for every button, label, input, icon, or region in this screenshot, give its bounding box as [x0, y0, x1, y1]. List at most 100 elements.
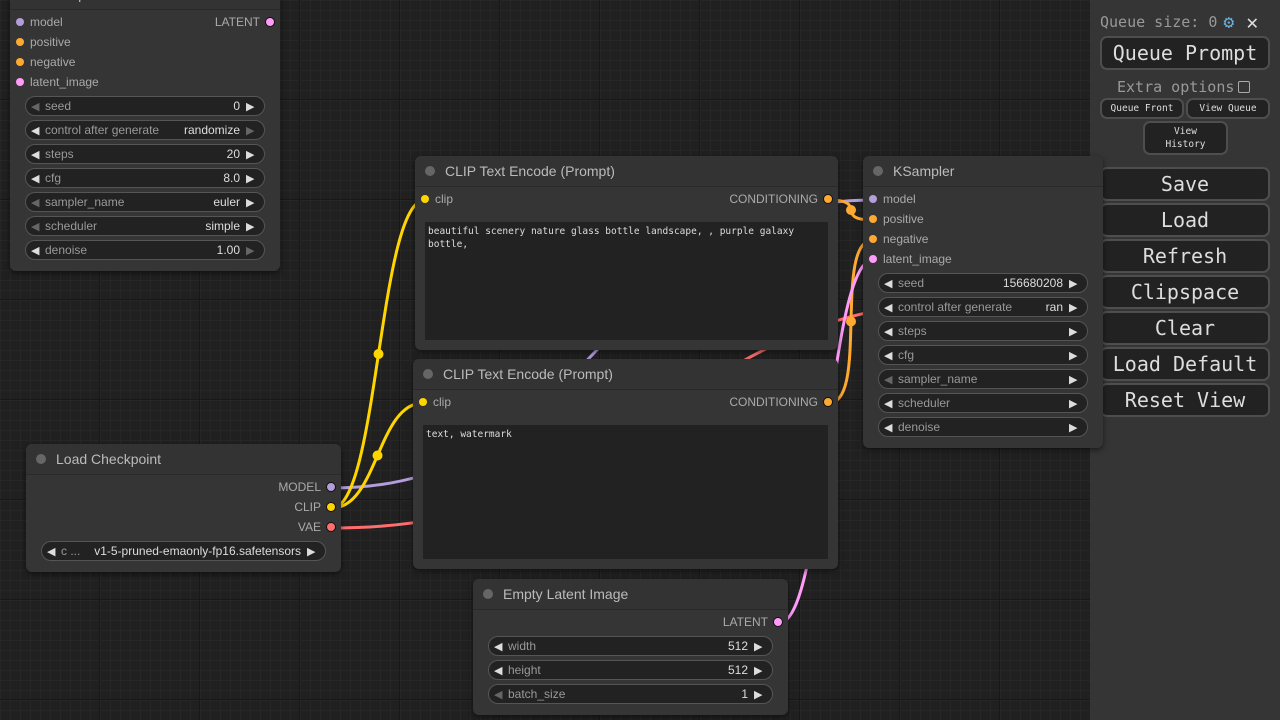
- wire-clip-negative-midpoint[interactable]: [372, 450, 383, 461]
- slot-dot-icon[interactable]: [16, 38, 24, 46]
- view-history-button[interactable]: View History: [1143, 121, 1228, 155]
- node-collapse-dot[interactable]: [425, 166, 435, 176]
- slot-dot-icon[interactable]: [824, 398, 832, 406]
- node-title-bar[interactable]: CLIP Text Encode (Prompt): [415, 156, 838, 187]
- node-title-bar[interactable]: KSampler: [10, 0, 280, 10]
- widget-steps[interactable]: ◀ steps ▶: [878, 321, 1088, 341]
- arrow-right-icon[interactable]: ▶: [246, 244, 255, 257]
- arrow-left-icon[interactable]: ◀: [884, 325, 893, 338]
- slot-dot-icon[interactable]: [824, 195, 832, 203]
- wire-conditioning-positive-midpoint[interactable]: [846, 205, 856, 215]
- input-slot-clip[interactable]: clip: [421, 189, 453, 209]
- load-button[interactable]: Load: [1100, 203, 1270, 237]
- slot-dot-icon[interactable]: [421, 195, 429, 203]
- arrow-right-icon[interactable]: ▶: [246, 220, 255, 233]
- slot-dot-icon[interactable]: [869, 215, 877, 223]
- arrow-right-icon[interactable]: ▶: [1069, 421, 1078, 434]
- queue-front-button[interactable]: Queue Front: [1100, 98, 1184, 119]
- widget-steps[interactable]: ◀ steps 20 ▶: [25, 144, 265, 164]
- arrow-left-icon[interactable]: ◀: [31, 196, 40, 209]
- output-slot-model[interactable]: MODEL: [278, 477, 335, 497]
- extra-options-checkbox[interactable]: [1238, 81, 1251, 93]
- input-slot-negative[interactable]: negative: [16, 52, 75, 72]
- node-title-bar[interactable]: KSampler: [863, 156, 1103, 187]
- node-ksampler-right[interactable]: KSampler model positive negative latent_imag…: [863, 156, 1103, 448]
- widget-c[interactable]: ◀ c ... v1-5-pruned-emaonly-fp16.safetenso…: [41, 541, 326, 561]
- widget-seed[interactable]: ◀ seed 0 ▶: [25, 96, 265, 116]
- close-icon[interactable]: ✕: [1246, 10, 1259, 34]
- prompt-textarea[interactable]: text, watermark: [423, 425, 828, 559]
- output-slot-clip[interactable]: CLIP: [294, 497, 335, 517]
- input-slot-model[interactable]: model: [869, 189, 916, 209]
- node-title-bar[interactable]: Empty Latent Image: [473, 579, 788, 610]
- input-slot-negative[interactable]: negative: [869, 229, 928, 249]
- node-collapse-dot[interactable]: [483, 589, 493, 599]
- arrow-right-icon[interactable]: ▶: [246, 100, 255, 113]
- arrow-right-icon[interactable]: ▶: [246, 172, 255, 185]
- arrow-right-icon[interactable]: ▶: [754, 688, 763, 701]
- wire-conditioning-negative-midpoint[interactable]: [846, 316, 856, 327]
- arrow-right-icon[interactable]: ▶: [1069, 349, 1078, 362]
- arrow-left-icon[interactable]: ◀: [31, 172, 40, 185]
- node-collapse-dot[interactable]: [36, 454, 46, 464]
- input-slot-model[interactable]: model: [16, 12, 63, 32]
- widget-width[interactable]: ◀ width 512 ▶: [488, 636, 773, 656]
- reset-view-button[interactable]: Reset View: [1100, 383, 1270, 417]
- slot-dot-icon[interactable]: [16, 18, 24, 26]
- widget-cfg[interactable]: ◀ cfg ▶: [878, 345, 1088, 365]
- output-slot-vae[interactable]: VAE: [298, 517, 335, 537]
- node-title-bar[interactable]: Load Checkpoint: [26, 444, 341, 475]
- gear-icon[interactable]: ⚙: [1223, 11, 1235, 33]
- load-default-button[interactable]: Load Default: [1100, 347, 1270, 381]
- arrow-left-icon[interactable]: ◀: [494, 664, 503, 677]
- arrow-right-icon[interactable]: ▶: [1069, 325, 1078, 338]
- widget-controlaftergenerate[interactable]: ◀ control after generate ran ▶: [878, 297, 1088, 317]
- input-slot-positive[interactable]: positive: [16, 32, 71, 52]
- slot-dot-icon[interactable]: [774, 618, 782, 626]
- widget-height[interactable]: ◀ height 512 ▶: [488, 660, 773, 680]
- arrow-right-icon[interactable]: ▶: [754, 640, 763, 653]
- node-clip-positive[interactable]: CLIP Text Encode (Prompt) clip CONDITIONIN…: [415, 156, 838, 350]
- widget-cfg[interactable]: ◀ cfg 8.0 ▶: [25, 168, 265, 188]
- slot-dot-icon[interactable]: [16, 78, 24, 86]
- input-slot-latent_image[interactable]: latent_image: [16, 72, 99, 92]
- slot-dot-icon[interactable]: [327, 483, 335, 491]
- slot-dot-icon[interactable]: [327, 523, 335, 531]
- output-slot-conditioning[interactable]: CONDITIONING: [729, 392, 832, 412]
- view-queue-button[interactable]: View Queue: [1186, 98, 1270, 119]
- arrow-left-icon[interactable]: ◀: [884, 277, 893, 290]
- widget-scheduler[interactable]: ◀ scheduler ▶: [878, 393, 1088, 413]
- input-slot-latent_image[interactable]: latent_image: [869, 249, 952, 269]
- output-slot-latent[interactable]: LATENT: [215, 12, 274, 32]
- arrow-left-icon[interactable]: ◀: [31, 220, 40, 233]
- arrow-left-icon[interactable]: ◀: [884, 301, 893, 314]
- arrow-left-icon[interactable]: ◀: [31, 124, 40, 137]
- input-slot-positive[interactable]: positive: [869, 209, 924, 229]
- arrow-left-icon[interactable]: ◀: [884, 373, 893, 386]
- arrow-left-icon[interactable]: ◀: [494, 640, 503, 653]
- save-button[interactable]: Save: [1100, 167, 1270, 201]
- node-empty-latent[interactable]: Empty Latent Image LATENT ◀ width 512 ▶ ◀ heigh…: [473, 579, 788, 715]
- arrow-right-icon[interactable]: ▶: [1069, 301, 1078, 314]
- node-load-checkpoint[interactable]: Load Checkpoint MODEL CLIP VAE ◀ c ... v1-5-pr…: [26, 444, 341, 572]
- widget-batch-size[interactable]: ◀ batch_size 1 ▶: [488, 684, 773, 704]
- widget-scheduler[interactable]: ◀ scheduler simple ▶: [25, 216, 265, 236]
- arrow-right-icon[interactable]: ▶: [754, 664, 763, 677]
- widget-sampler-name[interactable]: ◀ sampler_name euler ▶: [25, 192, 265, 212]
- arrow-right-icon[interactable]: ▶: [246, 148, 255, 161]
- output-slot-conditioning[interactable]: CONDITIONING: [729, 189, 832, 209]
- node-ksampler-top[interactable]: KSampler model LATENT positive negative laten…: [10, 0, 280, 271]
- arrow-left-icon[interactable]: ◀: [31, 244, 40, 257]
- slot-dot-icon[interactable]: [327, 503, 335, 511]
- node-clip-negative[interactable]: CLIP Text Encode (Prompt) clip CONDITIONIN…: [413, 359, 838, 569]
- arrow-left-icon[interactable]: ◀: [884, 421, 893, 434]
- input-slot-clip[interactable]: clip: [419, 392, 451, 412]
- slot-dot-icon[interactable]: [869, 195, 877, 203]
- widget-seed[interactable]: ◀ seed 156680208 ▶: [878, 273, 1088, 293]
- clipspace-button[interactable]: Clipspace: [1100, 275, 1270, 309]
- slot-dot-icon[interactable]: [419, 398, 427, 406]
- prompt-textarea[interactable]: beautiful scenery nature glass bottle la…: [425, 222, 828, 340]
- arrow-right-icon[interactable]: ▶: [307, 545, 316, 558]
- arrow-left-icon[interactable]: ◀: [884, 397, 893, 410]
- slot-dot-icon[interactable]: [869, 255, 877, 263]
